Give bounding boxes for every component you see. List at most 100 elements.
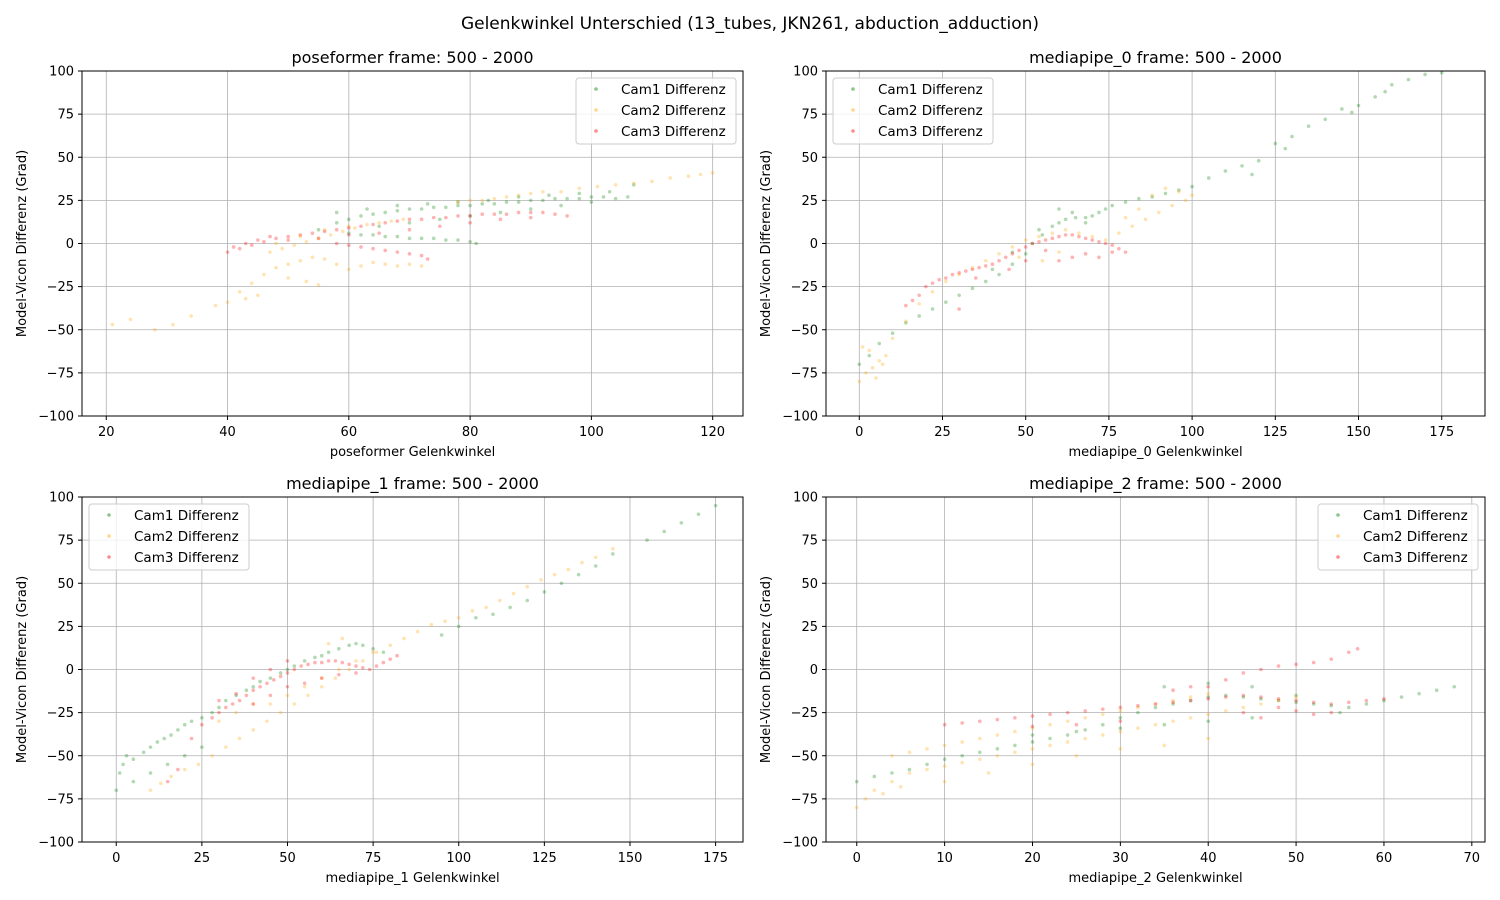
data-point-cam2-differenz bbox=[374, 650, 379, 655]
data-point-cam2-differenz bbox=[986, 771, 991, 775]
data-point-cam2-differenz bbox=[298, 258, 303, 263]
legend-marker bbox=[107, 555, 111, 559]
data-point-cam3-differenz bbox=[970, 267, 975, 272]
data-point-cam2-differenz bbox=[274, 265, 278, 270]
data-point-cam2-differenz bbox=[256, 293, 260, 298]
x-tick-label: 50 bbox=[1288, 851, 1305, 866]
data-point-cam1-differenz bbox=[444, 238, 448, 242]
data-point-cam1-differenz bbox=[1329, 703, 1334, 708]
data-point-cam2-differenz bbox=[419, 264, 424, 268]
data-point-cam2-differenz bbox=[942, 764, 947, 768]
data-point-cam3-differenz bbox=[930, 281, 935, 285]
data-point-cam2-differenz bbox=[402, 636, 406, 641]
data-point-cam3-differenz bbox=[271, 678, 276, 682]
data-point-cam3-differenz bbox=[1083, 252, 1088, 256]
data-point-cam1-differenz bbox=[525, 598, 530, 603]
data-point-cam1-differenz bbox=[439, 633, 444, 637]
data-point-cam1-differenz bbox=[383, 234, 388, 239]
chart-panel-3: 0 25 50 75 100 125 150 175 −100 −75 −50 −25 0 25 50 75 1… bbox=[15, 474, 744, 886]
data-point-cam1-differenz bbox=[326, 650, 331, 655]
data-point-cam1-differenz bbox=[1250, 172, 1254, 177]
y-tick-label: −75 bbox=[47, 366, 74, 381]
data-point-cam2-differenz bbox=[1171, 719, 1175, 724]
data-point-cam1-differenz bbox=[1356, 103, 1361, 108]
data-point-cam1-differenz bbox=[1013, 743, 1017, 748]
data-point-cam2-differenz bbox=[182, 767, 187, 772]
data-point-cam1-differenz bbox=[224, 698, 228, 703]
data-point-cam3-differenz bbox=[1074, 722, 1079, 727]
data-point-cam3-differenz bbox=[189, 736, 194, 741]
data-point-cam2-differenz bbox=[1010, 245, 1015, 249]
legend-label: Cam2 Differenz bbox=[134, 529, 239, 545]
data-point-cam1-differenz bbox=[1057, 221, 1061, 225]
legend-marker bbox=[851, 108, 855, 112]
data-point-cam1-differenz bbox=[1162, 722, 1167, 727]
data-point-cam2-differenz bbox=[1013, 750, 1017, 755]
data-point-cam1-differenz bbox=[1057, 207, 1061, 211]
data-point-cam1-differenz bbox=[395, 208, 400, 213]
data-point-cam2-differenz bbox=[1171, 698, 1175, 703]
data-point-cam1-differenz bbox=[877, 341, 882, 346]
y-tick-label: 25 bbox=[57, 194, 74, 209]
data-point-cam2-differenz bbox=[377, 221, 381, 225]
y-tick-label: 50 bbox=[801, 151, 818, 166]
data-point-cam1-differenz bbox=[1256, 158, 1261, 163]
data-point-cam2-differenz bbox=[872, 788, 877, 793]
data-point-cam2-differenz bbox=[580, 560, 584, 565]
data-point-cam3-differenz bbox=[210, 716, 214, 720]
data-point-cam3-differenz bbox=[285, 684, 290, 689]
data-point-cam1-differenz bbox=[359, 233, 363, 237]
data-point-cam3-differenz bbox=[237, 698, 242, 703]
data-point-cam2-differenz bbox=[1206, 712, 1211, 717]
data-point-cam2-differenz bbox=[541, 189, 545, 194]
data-point-cam3-differenz bbox=[388, 657, 393, 661]
data-point-cam2-differenz bbox=[319, 684, 324, 689]
data-point-cam1-differenz bbox=[1023, 252, 1028, 256]
data-point-cam2-differenz bbox=[492, 196, 497, 201]
data-point-cam2-differenz bbox=[1013, 729, 1017, 734]
data-point-cam2-differenz bbox=[1176, 189, 1181, 194]
data-point-cam3-differenz bbox=[1003, 255, 1008, 260]
data-point-cam1-differenz bbox=[990, 267, 995, 272]
data-point-cam2-differenz bbox=[340, 636, 345, 641]
data-point-cam2-differenz bbox=[1040, 258, 1045, 263]
data-point-cam1-differenz bbox=[131, 757, 136, 761]
data-point-cam3-differenz bbox=[310, 231, 315, 235]
data-point-cam3-differenz bbox=[334, 241, 339, 246]
data-point-cam2-differenz bbox=[552, 572, 557, 577]
y-tick-label: 75 bbox=[57, 534, 74, 549]
data-point-cam3-differenz bbox=[1030, 241, 1035, 246]
y-tick-label: −75 bbox=[47, 792, 74, 807]
data-point-cam2-differenz bbox=[407, 262, 412, 267]
data-point-cam2-differenz bbox=[1074, 753, 1079, 758]
data-point-cam3-differenz bbox=[1171, 688, 1175, 692]
data-point-cam1-differenz bbox=[1223, 693, 1228, 698]
legend-marker bbox=[1336, 513, 1340, 517]
y-tick-label: 25 bbox=[57, 620, 74, 635]
data-point-cam1-differenz bbox=[977, 750, 982, 755]
data-point-cam1-differenz bbox=[1137, 196, 1141, 201]
y-tick-label: −50 bbox=[47, 749, 74, 764]
data-point-cam3-differenz bbox=[983, 264, 988, 268]
data-point-cam2-differenz bbox=[224, 745, 228, 749]
data-point-cam2-differenz bbox=[890, 753, 894, 758]
data-point-cam1-differenz bbox=[377, 224, 381, 229]
data-point-cam3-differenz bbox=[950, 272, 955, 277]
data-point-cam3-differenz bbox=[347, 662, 351, 667]
data-point-cam1-differenz bbox=[577, 191, 582, 196]
data-point-cam2-differenz bbox=[1130, 224, 1135, 229]
data-point-cam2-differenz bbox=[274, 241, 278, 246]
data-point-cam1-differenz bbox=[1110, 203, 1115, 208]
data-point-cam1-differenz bbox=[541, 198, 545, 203]
data-point-cam2-differenz bbox=[632, 181, 636, 185]
data-point-cam1-differenz bbox=[983, 279, 988, 284]
data-point-cam2-differenz bbox=[262, 272, 266, 277]
data-point-cam2-differenz bbox=[213, 303, 218, 308]
data-point-cam1-differenz bbox=[1390, 83, 1394, 87]
data-point-cam3-differenz bbox=[340, 660, 345, 665]
data-point-cam3-differenz bbox=[1023, 245, 1028, 249]
legend-marker bbox=[1336, 534, 1340, 538]
data-point-cam1-differenz bbox=[1063, 217, 1068, 222]
